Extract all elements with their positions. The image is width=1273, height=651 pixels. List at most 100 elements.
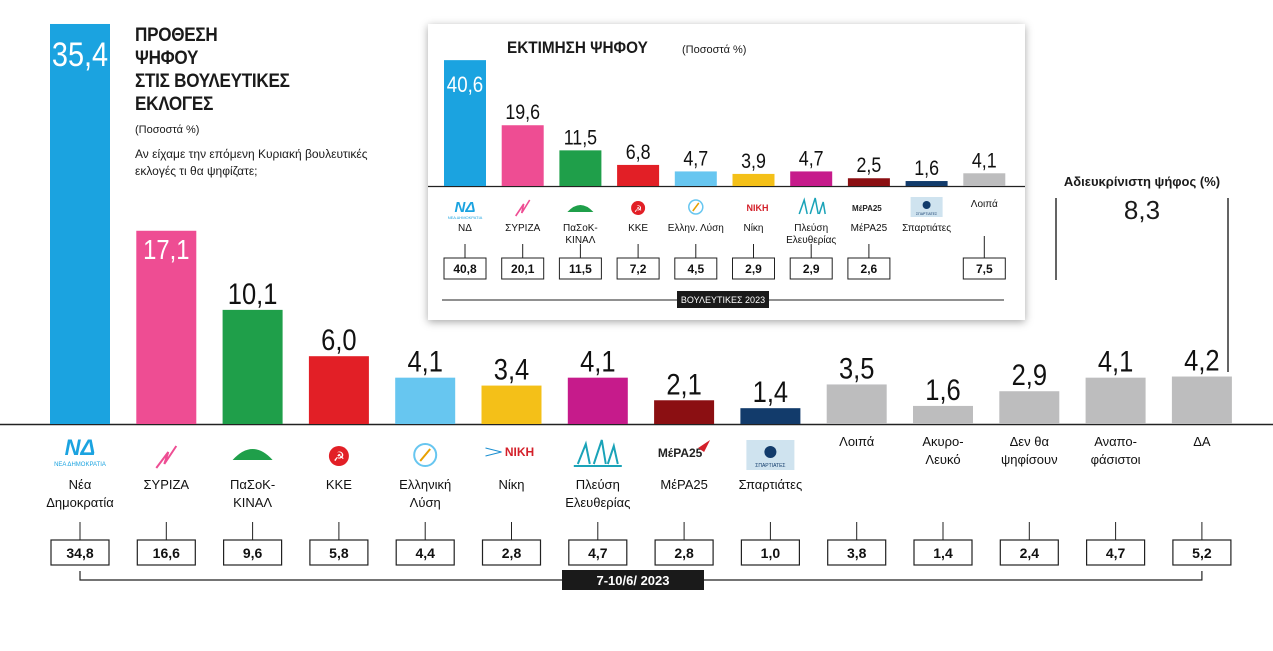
previous-value-0: 34,8 [66, 545, 93, 561]
inset-category-label-6-1: Ελευθερίας [786, 234, 836, 246]
logo-8: ΣΠΑΡΤΙΑΤΕΣ [746, 440, 795, 470]
bar-4 [395, 377, 456, 424]
category-label-1-0: ΣΥΡΙΖΑ [143, 477, 189, 492]
inset-value-label-0: 40,6 [447, 74, 483, 98]
previous-box-6 [568, 539, 628, 566]
previous-box-12 [1085, 539, 1146, 566]
logo-0: ΝΔ ΝΕΑ ΔΗΜΟΚΡΑΤΙΑ [54, 435, 106, 468]
inset-previous-box-7 [847, 257, 891, 280]
value-label-3: 6,0 [321, 323, 356, 356]
nd-logo-text: ΝΕΑ ΔΗΜΟΚΡΑΤΙΑ [54, 462, 106, 468]
inset-logo-5: ΝΙΚΗ [747, 203, 769, 213]
previous-box-0 [50, 539, 110, 566]
inset-logo-1 [515, 199, 531, 217]
inset-bar-9 [963, 173, 1006, 186]
category-label-11-1: ψηφίσουν [1001, 452, 1058, 467]
inset-previous-box-6 [789, 257, 833, 280]
syriza-logo-icon [155, 445, 178, 469]
previous-value-8: 1,0 [761, 545, 781, 561]
inset-previous-box-1 [501, 257, 545, 280]
inset-spartiates-logo-text: ΣΠΑΡΤΙΑΤΕΣ [916, 212, 938, 216]
bar-3 [308, 356, 369, 424]
bar-10 [913, 405, 973, 424]
spartiates-logo-text: ΣΠΑΡΤΙΑΤΕΣ [755, 463, 785, 469]
inset-sailboat-icon [798, 197, 826, 215]
compass-icon [413, 443, 438, 467]
bar-0 [50, 23, 110, 424]
logo-7: ΜέΡΑ25 [658, 440, 711, 460]
sailboat-icon [576, 439, 619, 465]
inset-previous-value-2: 11,5 [569, 262, 592, 276]
chart-title-block: ΠΡΟΘΕΣΗ ΨΗΦΟΥ ΣΤΙΣ ΒΟΥΛΕΥΤΙΚΕΣ ΕΚΛΟΓΕΣ (… [135, 24, 405, 180]
chart-units-note: (Ποσοστά %) [135, 124, 200, 136]
value-label-10: 1,6 [925, 373, 960, 406]
inset-bar-0 [444, 60, 486, 186]
inset-value-label-7: 2,5 [856, 154, 881, 178]
value-label-7: 2,1 [666, 367, 701, 400]
undecided-label: Αδιευκρίνιστη ψήφος (%) [1063, 174, 1221, 189]
category-label-7-0: ΜέΡΑ25 [660, 477, 707, 492]
inset-category-label-2-1: ΚΙΝΑΛ [565, 235, 595, 246]
bar-1 [136, 230, 197, 424]
inset-bar-1 [501, 125, 544, 186]
category-label-10-1: Λευκό [925, 452, 960, 467]
previous-value-9: 3,8 [847, 545, 867, 561]
inset-previous-value-9: 7,5 [976, 262, 993, 276]
previous-value-12: 4,7 [1106, 545, 1126, 561]
inset-syriza-icon [515, 199, 531, 217]
inset-helmet-icon [922, 201, 931, 209]
inset-previous-value-1: 20,1 [511, 262, 535, 276]
inset-mera-logo-text: ΜέΡΑ25 [852, 204, 882, 213]
value-label-11: 2,9 [1012, 358, 1047, 391]
previous-box-4 [395, 539, 455, 566]
inset-kke-icon [631, 201, 646, 215]
previous-box-11 [999, 539, 1059, 566]
bar-6 [567, 377, 628, 424]
inset-niki-logo-text: ΝΙΚΗ [747, 203, 769, 213]
inset-hammer-sickle-icon: ☭ [634, 204, 642, 214]
undecided-bracket [1055, 198, 1229, 372]
inset-category-label-1-0: ΣΥΡΙΖΑ [505, 223, 540, 234]
category-label-4-1: Λύση [410, 495, 441, 510]
pasok-sun-icon [232, 449, 273, 460]
inset-compass-needle-icon [692, 202, 700, 212]
previous-box-7 [654, 539, 714, 566]
inset-previous-box-3 [616, 257, 660, 280]
inset-previous-box-0 [443, 257, 487, 280]
inset-previous-box-9 [962, 257, 1006, 280]
value-label-9: 3,5 [839, 352, 874, 385]
previous-box-13 [1172, 539, 1232, 566]
category-label-6-1: Ελευθερίας [565, 495, 630, 510]
inset-bar-7 [847, 178, 890, 186]
inset-pasok-sun-icon [567, 205, 594, 212]
inset-bar-5 [732, 173, 775, 186]
survey-question: Αν είχαμε την επόμενη Κυριακή βουλευτικέ… [135, 147, 368, 178]
logo-6 [573, 439, 622, 467]
chart-title-line-4: ΕΚΛΟΓΕΣ [135, 94, 214, 115]
category-label-3-0: ΚΚΕ [326, 477, 352, 492]
inset-logo-4 [688, 199, 704, 215]
inset-subtitle: (Ποσοστά %) [682, 44, 747, 56]
category-label-12-1: φάσιστοι [1091, 452, 1141, 467]
inset-previous-value-6: 2,9 [803, 262, 820, 276]
previous-value-13: 5,2 [1192, 545, 1212, 561]
mera-logo-text: ΜέΡΑ25 [658, 446, 703, 460]
inset-compass-icon [688, 199, 704, 215]
bar-13 [1171, 376, 1232, 424]
inset-value-label-8: 1,6 [914, 157, 939, 181]
inset-previous-box-2 [558, 257, 602, 280]
value-label-1: 17,1 [143, 233, 189, 265]
inset-nd-icon: ΝΔ [455, 199, 476, 216]
chart-title-line-1: ΠΡΟΘΕΣΗ [135, 25, 218, 46]
value-label-5: 3,4 [494, 353, 529, 386]
inset-title: ΕΚΤΙΜΗΣΗ ΨΗΦΟΥ [507, 38, 648, 57]
previous-value-3: 5,8 [329, 545, 349, 561]
previous-value-7: 2,8 [674, 545, 694, 561]
previous-box-5 [481, 539, 542, 566]
category-label-5-0: Νίκη [498, 477, 524, 492]
category-label-9-0: Λοιπά [839, 434, 875, 449]
previous-box-8 [740, 539, 801, 566]
helmet-icon [764, 446, 777, 458]
